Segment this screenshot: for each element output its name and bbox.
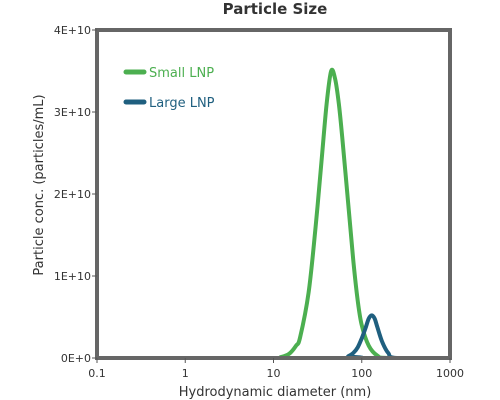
x-tick-label: 100 [351,367,372,380]
x-tick-label: 10 [267,367,281,380]
y-axis-ticks: 0E+0 1E+10 2E+10 3E+10 4E+10 [54,24,97,365]
y-tick-label: 4E+10 [54,24,91,37]
y-tick-label: 2E+10 [54,188,91,201]
x-axis-ticks: 0.1 1 10 100 1000 [88,358,464,380]
x-tick-label: 1000 [436,367,464,380]
y-tick-label: 1E+10 [54,270,91,283]
series-line-1 [95,313,452,360]
x-tick-label: 1 [182,367,189,380]
legend-label: Small LNP [149,66,214,81]
chart-title: Particle Size [223,0,328,18]
x-tick-label: 0.1 [88,367,106,380]
series-line-0 [95,67,452,361]
y-tick-label: 0E+0 [61,352,91,365]
legend: Small LNP Large LNP [123,66,215,111]
plot-lines [95,67,452,361]
y-axis-label: Particle conc. (particles/mL) [32,94,47,275]
legend-label: Large LNP [149,96,215,111]
x-axis-label: Hydrodynamic diameter (nm) [179,385,372,400]
y-tick-label: 3E+10 [54,106,91,119]
